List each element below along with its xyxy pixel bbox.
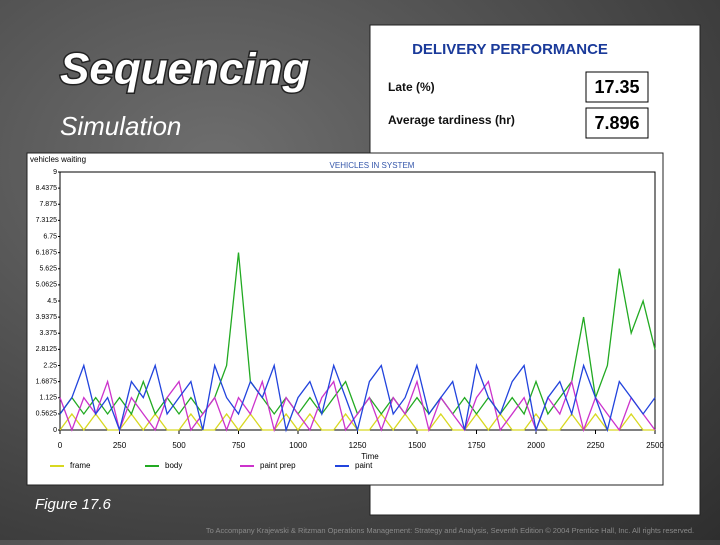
- y-tick-label: 3.9375: [36, 314, 58, 321]
- y-tick-label: 1.6875: [36, 378, 58, 385]
- footer: To Accompany Krajewski & Ritzman Operati…: [206, 526, 694, 535]
- y-tick-label: 8.4375: [36, 185, 58, 192]
- y-tick-label: 1.125: [39, 395, 57, 402]
- y-tick-label: 9: [53, 169, 57, 176]
- x-tick-label: 250: [113, 441, 127, 450]
- y-tick-label: 5.625: [39, 266, 57, 273]
- y-tick-label: 2.25: [43, 362, 57, 369]
- metric-box: [585, 107, 649, 139]
- legend-label: paint: [355, 461, 373, 470]
- metric-label: Average tardiness (hr): [388, 113, 515, 127]
- metric-box: [585, 71, 649, 103]
- x-tick-label: 0: [58, 441, 63, 450]
- x-axis-label: Time: [361, 452, 379, 461]
- x-tick-label: 1500: [408, 441, 426, 450]
- y-tick-label: 6.1875: [36, 249, 58, 256]
- plot: 0 0.5625 1.125 1.6875 2.25 2.8125 3.375 3.9375 4…: [36, 169, 665, 470]
- x-tick-label: 1250: [349, 441, 367, 450]
- y-tick-label: 4.5: [47, 298, 57, 305]
- legend-label: body: [165, 461, 182, 470]
- x-tick-label: 2000: [527, 441, 545, 450]
- y-tick-label: 0: [53, 427, 57, 434]
- metric-label: Late (%): [388, 80, 435, 94]
- x-tick-label: 500: [172, 441, 186, 450]
- slide-title: Sequencing: [60, 45, 309, 94]
- panel-title: DELIVERY PERFORMANCE: [412, 41, 608, 58]
- y-tick-label: 7.875: [39, 201, 57, 208]
- metric-value: 17.35: [594, 77, 639, 97]
- x-tick-label: 750: [232, 441, 246, 450]
- y-tick-label: 0.5625: [36, 411, 58, 418]
- x-tick-label: 1000: [289, 441, 307, 450]
- legend-label: frame: [70, 461, 91, 470]
- slide-subtitle: Simulation: [60, 111, 181, 141]
- y-tick-label: 3.375: [39, 330, 57, 337]
- y-tick-label: 5.0625: [36, 282, 58, 289]
- series-line: [59, 363, 656, 433]
- y-tick-label: 2.8125: [36, 346, 58, 353]
- y-tick-label: 7.3125: [36, 217, 58, 224]
- series-line: [59, 379, 656, 433]
- x-tick-label: 2500: [646, 441, 664, 450]
- plot-area: [59, 171, 656, 431]
- x-tick-label: 1750: [468, 441, 486, 450]
- metric-value: 7.896: [594, 113, 639, 133]
- chart-title: VEHICLES IN SYSTEM: [330, 161, 415, 170]
- legend-label: paint prep: [260, 461, 296, 470]
- y-axis-label: vehicles waiting: [30, 155, 86, 164]
- x-tick-label: 2250: [587, 441, 605, 450]
- figure-label: Figure 17.6: [35, 496, 112, 513]
- y-tick-label: 6.75: [43, 233, 57, 240]
